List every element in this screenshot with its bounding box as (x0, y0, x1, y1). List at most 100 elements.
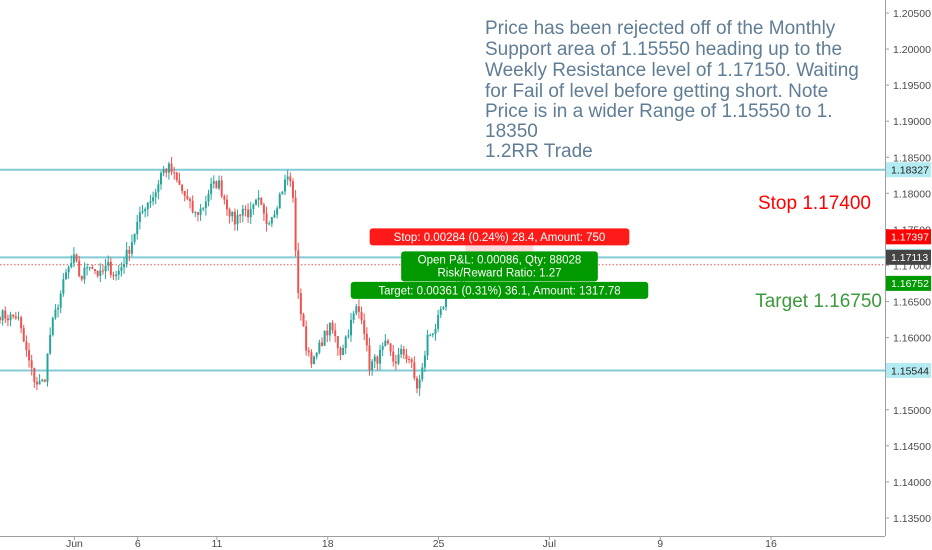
candle-body (35, 381, 38, 385)
candle-body (207, 194, 210, 202)
y-tick-label: 1.14000 (893, 477, 931, 489)
candle-body (33, 367, 36, 382)
candle-body (75, 254, 78, 261)
candle-body (165, 169, 168, 173)
candle-body (291, 181, 294, 198)
candle-body (394, 361, 397, 364)
time-axis[interactable]: Jun 6 11 18 25 Jul 9 16 (66, 536, 777, 550)
candle-body (386, 340, 389, 344)
pnl-info-bg (401, 251, 598, 282)
candle-body (6, 318, 9, 321)
x-tick-label: 6 (135, 538, 141, 550)
price-badge: 1.16752 (886, 275, 931, 291)
candle-body (415, 378, 418, 389)
candle-body (278, 193, 281, 209)
candle-body (431, 333, 434, 335)
price-badge-text: 1.18327 (891, 165, 929, 177)
price-badge-bg (886, 229, 931, 245)
candle-body (159, 173, 162, 185)
candle-body (41, 379, 44, 382)
candle-body (257, 197, 260, 200)
candle-body (186, 195, 189, 199)
candle-body (315, 352, 318, 357)
candle-body (418, 379, 421, 389)
price-badge: 1.17113 (886, 249, 931, 265)
candle-body (136, 221, 139, 235)
candle-body (239, 214, 242, 216)
note-line-3: Weekly Resistance level of 1.17150. Wait… (485, 60, 859, 81)
candle-body (130, 242, 133, 254)
position-labels: Stop: 0.00284 (0.24%) 28.4, Amount: 750 T… (350, 228, 649, 299)
candle-body (423, 355, 426, 368)
rr-text: Risk/Reward Ratio: 1.27 (437, 267, 561, 279)
candle-body (320, 342, 323, 346)
candle-body (328, 322, 331, 336)
candle-body (94, 269, 97, 271)
candle-body (178, 180, 181, 185)
target-info-label-bg (350, 281, 649, 299)
candle-body (442, 307, 445, 309)
candle-body (360, 311, 363, 321)
candle-body (400, 348, 403, 355)
candle-body (434, 328, 437, 334)
candle-body (181, 184, 184, 192)
candle-body (154, 192, 157, 198)
candle-body (196, 212, 199, 215)
stop-info-label: Stop: 0.00284 (0.24%) 28.4, Amount: 750 (369, 228, 630, 246)
candle-body (289, 176, 292, 182)
y-tick-label: 1.16000 (893, 333, 931, 345)
pnl-text: Open P&L: 0.00086, Qty: 88028 (418, 254, 582, 266)
candle-body (12, 314, 15, 317)
candle-body (152, 197, 155, 202)
annotation-note: Price has been rejected off of the Month… (485, 18, 859, 162)
candle-body (355, 306, 358, 314)
candle-body (284, 179, 287, 192)
candle-body (334, 330, 337, 337)
candle-body (281, 191, 284, 194)
candle-body (88, 267, 91, 269)
candle-body (215, 181, 218, 189)
y-tick-label: 1.16500 (893, 297, 931, 309)
note-line-5: Price is in a wider Range of 1.15550 to … (485, 101, 832, 122)
candle-body (381, 346, 384, 350)
x-tick-label: 11 (211, 538, 222, 550)
candle-body (22, 328, 25, 342)
pnl-info-label: Open P&L: 0.00086, Qty: 88028Risk/Reward… (401, 251, 598, 282)
note-line-4: for Fail of level before getting short. … (485, 81, 828, 102)
candle-body (17, 317, 20, 319)
candle-body (138, 212, 141, 222)
price-badge-text: 1.16752 (891, 278, 929, 290)
candle-body (236, 214, 239, 225)
candle-body (9, 314, 12, 321)
candle-body (49, 334, 52, 354)
candle-body (363, 320, 366, 334)
target-info-label-text: Target: 0.00361 (0.31%) 36.1, Amount: 13… (378, 285, 620, 297)
candle-body (30, 360, 33, 368)
price-axis[interactable]: 1.20500 1.20000 1.19500 1.19000 1.18500 1.180… (885, 8, 931, 525)
candle-body (402, 348, 405, 355)
candle-body (365, 333, 368, 346)
candle-body (146, 202, 149, 210)
candle-body (297, 250, 300, 294)
candle-body (342, 348, 345, 356)
y-tick-label: 1.14500 (893, 441, 931, 453)
candle-body (14, 316, 17, 319)
candle-body (210, 183, 213, 195)
candle-body (392, 351, 395, 362)
y-tick-label: 1.18500 (893, 152, 931, 164)
candle-body (241, 208, 244, 216)
candle-body (99, 270, 102, 276)
note-line-2: Support area of 1.15550 heading up to th… (485, 39, 842, 60)
candle-body (80, 276, 83, 280)
candle-body (379, 349, 382, 364)
candle-body (28, 350, 31, 361)
candle-body (59, 293, 62, 308)
price-badge-bg (886, 275, 931, 291)
x-tick-label: 9 (657, 538, 663, 550)
candle-body (72, 254, 75, 264)
candle-body (223, 196, 226, 200)
price-badge-text: 1.15544 (891, 365, 929, 377)
candle-body (78, 260, 81, 277)
candle-body (199, 208, 202, 215)
